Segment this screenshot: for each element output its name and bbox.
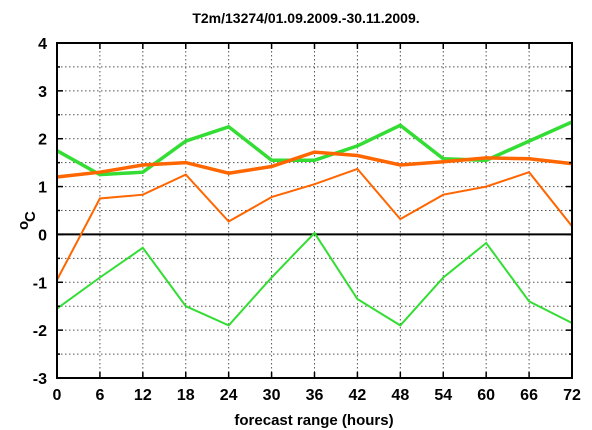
chart-title: T2m/13274/01.09.2009.-30.11.2009. xyxy=(192,10,419,26)
ticks: 0 6 12 18 24 30 36 42 48 54 60 66 72 4 3 2 1 0 -1 -2 -3 xyxy=(33,36,581,404)
x-axis-label: forecast range (hours) xyxy=(234,412,393,429)
x-tick-label: 6 xyxy=(95,387,104,404)
y-axis-label: o C xyxy=(15,211,39,230)
series-group xyxy=(56,120,573,327)
y-tick-label: -1 xyxy=(33,275,47,292)
series-line-2 xyxy=(56,231,573,327)
y-tick-label: 4 xyxy=(38,36,47,53)
x-tick-label: 60 xyxy=(477,387,495,404)
y-tick-label: 0 xyxy=(38,227,47,244)
series-line-4 xyxy=(56,167,573,281)
x-tick-label: 48 xyxy=(391,387,409,404)
series-line-1 xyxy=(56,120,573,177)
x-tick-label: 0 xyxy=(53,387,62,404)
y-axis-label-unit: C xyxy=(22,211,39,222)
y-tick-label: 3 xyxy=(38,84,47,101)
y-tick-label: 2 xyxy=(38,132,47,149)
y-axis-label-degree: o xyxy=(15,221,32,230)
x-tick-label: 54 xyxy=(434,387,452,404)
x-tick-label: 36 xyxy=(306,387,324,404)
x-tick-label: 42 xyxy=(349,387,367,404)
series-line-3 xyxy=(56,150,573,179)
y-tick-label: 1 xyxy=(38,180,47,197)
y-tick-label: -2 xyxy=(33,323,47,340)
y-tick-label: -3 xyxy=(33,371,47,388)
x-tick-label: 18 xyxy=(177,387,195,404)
x-tick-label: 24 xyxy=(220,387,238,404)
x-tick-label: 30 xyxy=(263,387,281,404)
x-tick-label: 66 xyxy=(520,387,538,404)
x-tick-label: 72 xyxy=(563,387,581,404)
x-tick-label: 12 xyxy=(134,387,152,404)
